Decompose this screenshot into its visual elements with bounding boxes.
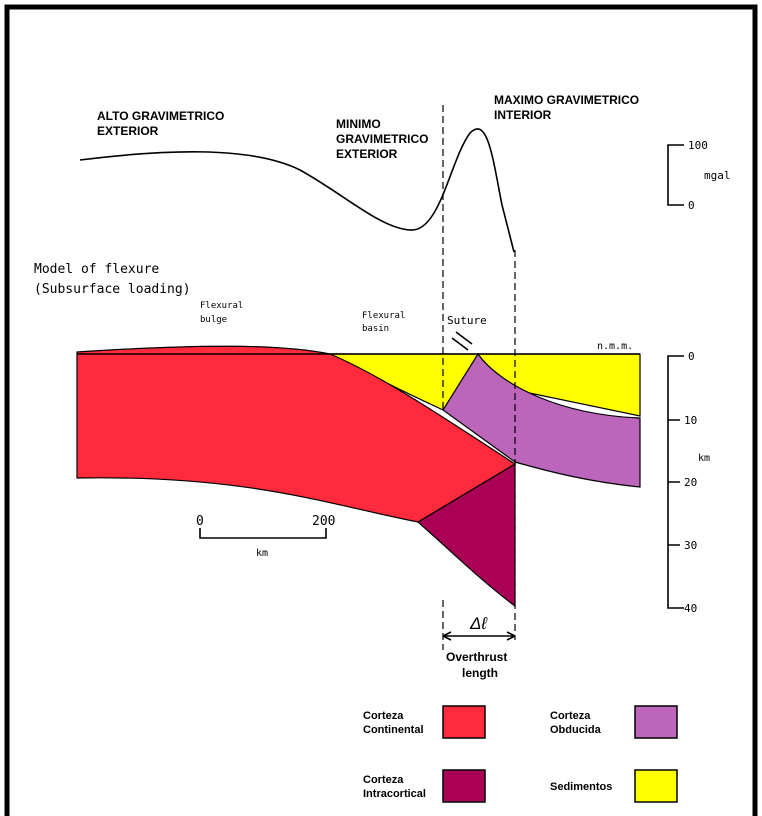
legend-label: Corteza (363, 774, 404, 786)
legend-label: Continental (363, 724, 424, 736)
label: INTERIOR (494, 108, 552, 122)
scale-unit: mgal (704, 169, 731, 182)
depth-label: 0 (688, 350, 695, 363)
legend-swatch (443, 706, 485, 738)
legend-swatch (443, 770, 485, 802)
depth-label: 30 (684, 539, 697, 552)
label: Flexural (200, 301, 243, 311)
label: basin (362, 324, 389, 334)
legend-swatch (635, 706, 677, 738)
scale-label: 0 (196, 514, 204, 529)
legend-swatch (635, 770, 677, 802)
label: Overthrust (446, 650, 507, 664)
label: Suture (447, 314, 487, 327)
label: EXTERIOR (336, 147, 398, 161)
label: MINIMO (336, 117, 381, 131)
legend-label: Obducida (550, 724, 602, 736)
scale-label: 0 (688, 199, 695, 212)
label: length (462, 666, 498, 680)
scale-unit: km (256, 548, 268, 559)
label: MAXIMO GRAVIMETRICO (494, 93, 639, 107)
legend-label: Corteza (550, 710, 591, 722)
legend-label: Intracortical (363, 788, 426, 800)
legend-label: Sedimentos (550, 781, 612, 793)
diagram: ALTO GRAVIMETRICO EXTERIOR MINIMO GRAVIM… (0, 0, 762, 816)
symbol: Δℓ (469, 614, 487, 633)
depth-label: 40 (684, 602, 697, 615)
depth-unit: km (698, 453, 710, 464)
depth-label: 10 (684, 414, 697, 427)
depth-label: 20 (684, 476, 697, 489)
label: ALTO GRAVIMETRICO (97, 109, 224, 123)
model-title: (Subsurface loading) (34, 282, 191, 297)
scale-label: 100 (688, 139, 708, 152)
scale-label: 200 (312, 514, 335, 529)
label: n.m.m. (597, 341, 633, 352)
model-title: Model of flexure (34, 262, 159, 277)
label: EXTERIOR (97, 124, 159, 138)
legend-label: Corteza (363, 710, 404, 722)
label: GRAVIMETRICO (336, 132, 428, 146)
label: Flexural (362, 311, 405, 321)
label: bulge (200, 315, 227, 325)
